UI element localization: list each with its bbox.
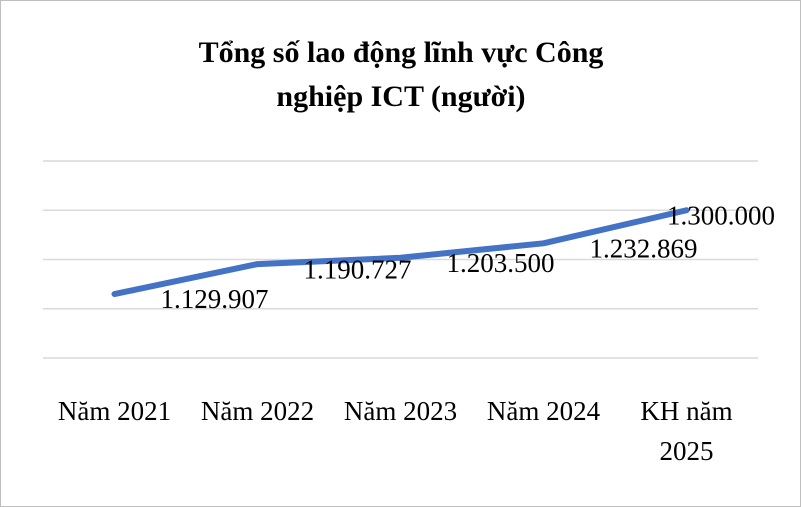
x-tick-label: Năm 2021 [57, 396, 172, 426]
data-label: 1.129.907 [161, 284, 269, 314]
chart-title: Tổng số lao động lĩnh vực Công nghiệp IC… [198, 36, 604, 113]
data-label: 1.190.727 [304, 254, 412, 284]
x-tick-label: Năm 2024 [486, 396, 601, 426]
x-tick-label: Năm 2023 [343, 396, 458, 426]
x-tick-label: Năm 2022 [200, 396, 315, 426]
line [111, 207, 690, 298]
data-label: 1.203.500 [447, 248, 555, 278]
data-label: 1.300.000 [667, 200, 775, 230]
x-tick-label: KH năm 2025 [640, 396, 733, 466]
data-label: 1.232.869 [590, 234, 698, 264]
